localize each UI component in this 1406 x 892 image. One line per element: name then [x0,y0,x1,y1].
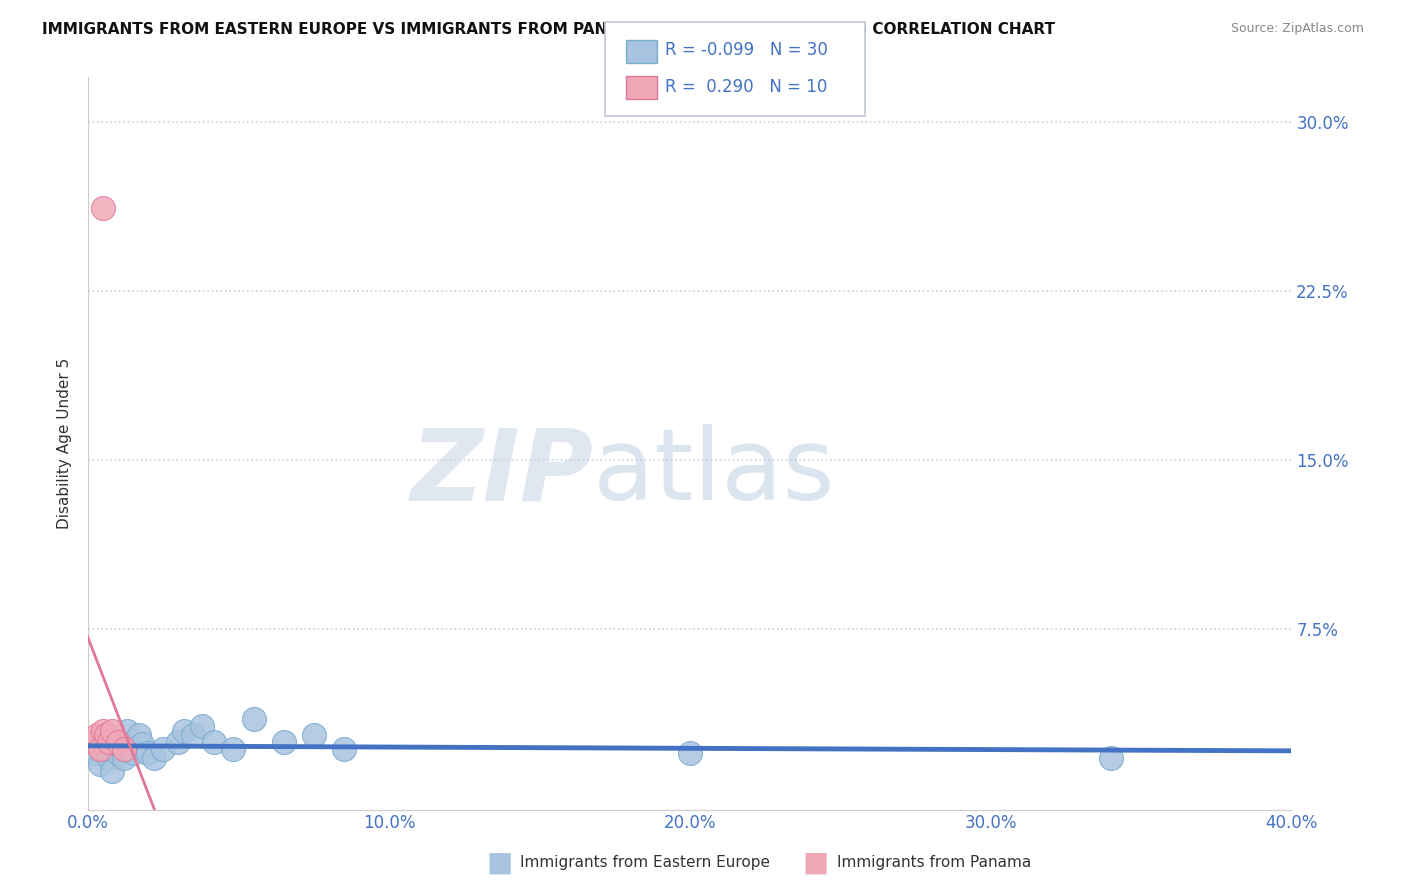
Point [91,201,114,215]
Text: R = -0.099   N = 30: R = -0.099 N = 30 [665,41,828,59]
Point [167,735,190,749]
Point [242,713,264,727]
Point [104,735,127,749]
Point [1099,750,1122,764]
Point [136,746,159,760]
Point [110,739,132,754]
Point [86,728,108,742]
Point [302,728,325,742]
Y-axis label: Disability Age Under 5: Disability Age Under 5 [58,358,72,529]
Point [122,746,145,760]
Point [120,741,142,756]
Text: ■: ■ [803,848,828,877]
Point [96,728,118,742]
Point [96,741,118,756]
Point [679,746,702,760]
Point [83,746,105,760]
Point [221,741,243,756]
Point [91,735,114,749]
Point [107,746,129,760]
Point [204,735,226,749]
Point [98,735,121,749]
Text: Source: ZipAtlas.com: Source: ZipAtlas.com [1230,22,1364,36]
Point [128,728,150,742]
Point [131,737,153,751]
Point [91,723,114,738]
Point [333,741,356,756]
Point [107,735,129,749]
Point [89,741,111,756]
Point [183,728,205,742]
Point [143,750,166,764]
Text: atlas: atlas [593,425,835,521]
Point [273,735,295,749]
Point [112,750,135,764]
Point [112,741,135,756]
Text: Immigrants from Eastern Europe: Immigrants from Eastern Europe [520,855,770,870]
Text: R =  0.290   N = 10: R = 0.290 N = 10 [665,78,827,95]
Point [101,723,124,738]
Point [173,723,195,738]
Text: ■: ■ [486,848,512,877]
Point [152,741,174,756]
Point [83,735,105,749]
Text: ZIP: ZIP [411,425,593,521]
Point [89,757,111,772]
Point [191,719,214,733]
Point [117,723,139,738]
Text: Immigrants from Panama: Immigrants from Panama [837,855,1031,870]
Text: IMMIGRANTS FROM EASTERN EUROPE VS IMMIGRANTS FROM PANAMA DISABILITY AGE UNDER 5 : IMMIGRANTS FROM EASTERN EUROPE VS IMMIGR… [42,22,1054,37]
Point [101,764,124,779]
Point [98,750,121,764]
